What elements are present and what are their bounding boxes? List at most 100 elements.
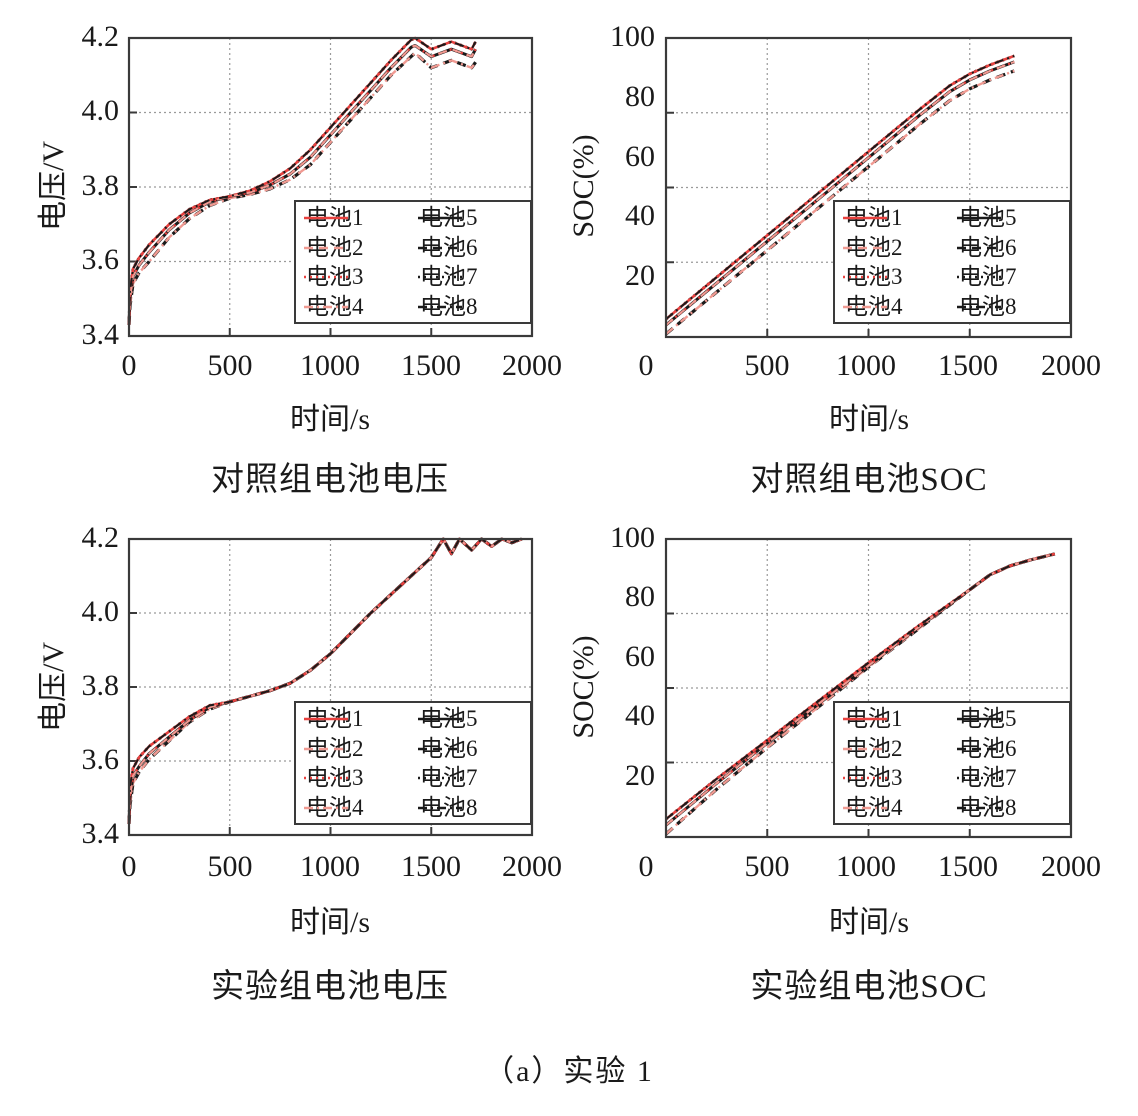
series-line [665, 552, 1056, 826]
x-tick-label: 2000 [502, 850, 562, 883]
y-tick-label: 3.4 [81, 318, 120, 351]
series-line [128, 44, 477, 325]
y-axis-label: SOC(%) [567, 134, 600, 238]
y-tick-label: 4.2 [81, 20, 120, 53]
legend-label: 电池8 [420, 293, 478, 319]
legend: 电池1 电池2 电池3 电池4 电池5 电池6 电池7 电池8 [294, 701, 532, 825]
x-tick-label: 500 [744, 349, 790, 382]
legend-line-swatch-icon [957, 216, 1001, 220]
legend-item: 电池7 [955, 764, 1017, 792]
chart-panel-experiment-soc: 100 80 60 40 20 0 500 1000 1500 2000 SOC… [567, 505, 1138, 1020]
legend-item: 电池4 [841, 794, 903, 822]
figure-caption: （a）实验 1 [484, 1055, 654, 1088]
legend-label: 电池8 [959, 794, 1017, 820]
legend-line-swatch-icon [957, 806, 1001, 809]
legend-item: 电池3 [302, 764, 364, 792]
legend-line-swatch-icon [418, 216, 462, 220]
legend-line-swatch-icon [843, 305, 887, 308]
legend-label: 电池4 [845, 293, 903, 319]
y-axis-label: 电压/V [37, 141, 70, 231]
legend-line-swatch-icon [418, 305, 462, 308]
x-tick-label: 0 [121, 850, 137, 883]
legend-item: 电池7 [416, 764, 478, 792]
legend-label: 电池4 [845, 794, 903, 820]
x-axis-label: 时间/s [828, 403, 909, 436]
y-axis-label: 电压/V [37, 642, 70, 732]
series-line [665, 552, 1056, 820]
legend: 电池1 电池2 电池3 电池4 电池5 电池6 电池7 电池8 [833, 200, 1071, 324]
legend-line-swatch-icon [957, 305, 1001, 308]
legend-line-swatch-icon [957, 717, 1001, 721]
series-line [665, 69, 1015, 335]
plot-frame [127, 537, 534, 837]
x-tick-label: 500 [207, 850, 253, 883]
legend-line-swatch-icon [418, 747, 462, 750]
series-line [128, 538, 523, 824]
x-tick-label: 0 [638, 349, 654, 382]
series-line [665, 60, 1015, 326]
y-tick-label: 40 [625, 199, 655, 232]
x-tick-label: 1500 [401, 850, 461, 883]
x-tick-label: 1500 [401, 349, 461, 382]
legend-line-swatch-icon [843, 216, 887, 220]
legend-item: 电池1 [841, 204, 903, 232]
chart-subtitle: 对照组电池SOC [750, 462, 988, 498]
plot-frame [664, 537, 1073, 839]
x-axis-label: 时间/s [828, 906, 909, 939]
x-tick-label: 1000 [300, 850, 360, 883]
x-axis-label: 时间/s [289, 403, 370, 436]
legend-item: 电池4 [302, 293, 364, 321]
y-axis-label: SOC(%) [567, 635, 600, 739]
legend-line-swatch-icon [957, 747, 1001, 750]
legend-item: 电池3 [841, 263, 903, 291]
chart-subtitle: 对照组电池电压 [211, 462, 449, 498]
legend-line-swatch-icon [304, 275, 348, 279]
x-tick-label: 1000 [836, 349, 896, 382]
y-tick-label: 3.6 [81, 243, 120, 276]
y-tick-label: 100 [610, 20, 655, 53]
x-tick-label: 1000 [836, 850, 896, 883]
legend-line-swatch-icon [957, 246, 1001, 249]
x-tick-label: 2000 [502, 349, 562, 382]
y-tick-label: 20 [625, 259, 655, 292]
legend-line-swatch-icon [843, 776, 887, 780]
y-tick-label: 60 [625, 140, 655, 173]
x-tick-label: 2000 [1041, 850, 1101, 883]
legend-line-swatch-icon [843, 717, 887, 721]
plot-frame [127, 36, 534, 338]
legend-line-swatch-icon [418, 246, 462, 249]
y-tick-label: 3.6 [81, 743, 120, 776]
chart-panel-experiment-voltage: 4.2 4.0 3.8 3.6 3.4 0 500 1000 1500 2000… [0, 505, 569, 1020]
x-tick-label: 1000 [300, 349, 360, 382]
x-tick-label: 500 [744, 850, 790, 883]
plot-frame [664, 36, 1073, 339]
plot-area [664, 36, 1073, 339]
legend-item: 电池1 [302, 204, 364, 232]
legend-item: 电池2 [302, 735, 364, 763]
legend-item: 电池1 [841, 705, 903, 733]
legend-item: 电池6 [416, 234, 478, 262]
y-tick-label: 100 [610, 521, 655, 554]
y-tick-label: 4.0 [81, 94, 120, 127]
legend-item: 电池5 [955, 705, 1017, 733]
legend-item: 电池8 [955, 293, 1017, 321]
legend-item: 电池8 [955, 794, 1017, 822]
chart-panel-control-voltage: 4.2 4.0 3.8 3.6 3.4 0 500 1000 1500 2000… [0, 0, 569, 505]
chart-subtitle: 实验组电池电压 [211, 969, 449, 1005]
legend-line-swatch-icon [304, 216, 348, 220]
legend-item: 电池5 [416, 204, 478, 232]
legend-item: 电池4 [841, 293, 903, 321]
y-tick-label: 3.8 [81, 669, 120, 702]
legend-line-swatch-icon [418, 275, 462, 279]
legend-line-swatch-icon [418, 717, 462, 721]
series-line [128, 37, 477, 325]
plot-area [664, 537, 1073, 839]
x-axis-label: 时间/s [289, 906, 370, 939]
x-tick-label: 0 [638, 850, 654, 883]
plot-area [127, 36, 534, 338]
y-tick-label: 3.4 [81, 817, 120, 850]
series-line [127, 51, 477, 325]
y-tick-label: 40 [625, 699, 655, 732]
legend-label: 电池4 [306, 293, 364, 319]
legend-item: 电池3 [841, 764, 903, 792]
